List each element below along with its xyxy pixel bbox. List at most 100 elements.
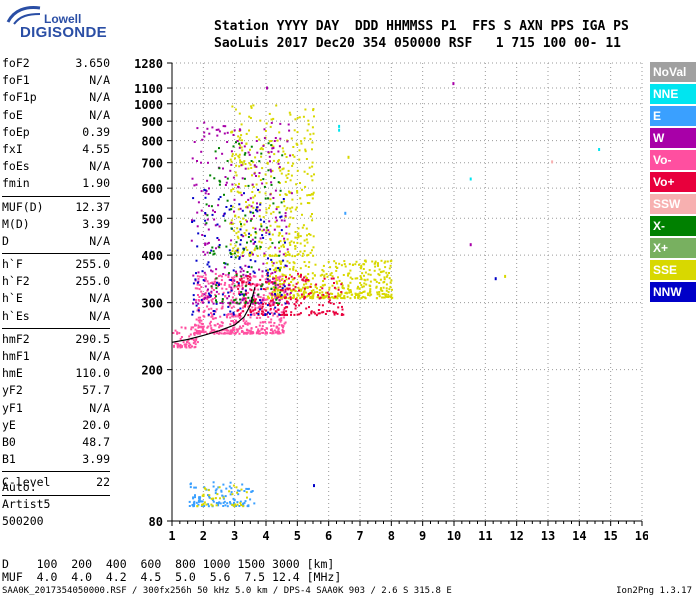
- data-point: [231, 205, 234, 208]
- param-label: D: [2, 233, 9, 248]
- data-point: [311, 249, 313, 252]
- data-point: [202, 314, 205, 317]
- data-point: [361, 272, 364, 275]
- data-point: [238, 257, 241, 260]
- data-point: [244, 219, 247, 222]
- data-point: [231, 493, 234, 496]
- param-label: fxI: [2, 141, 23, 156]
- data-point: [250, 218, 253, 220]
- data-point: [239, 315, 242, 318]
- data-point: [362, 268, 365, 270]
- data-point: [278, 266, 281, 269]
- data-point: [249, 313, 252, 316]
- data-point: [236, 491, 239, 494]
- data-point: [273, 177, 276, 179]
- param-row-h-f2: h`F2 255.0: [2, 274, 110, 291]
- param-value: N/A: [89, 291, 110, 306]
- data-point: [340, 264, 343, 267]
- data-point: [299, 267, 302, 270]
- data-point: [390, 296, 392, 298]
- data-point: [292, 265, 295, 268]
- data-point: [281, 277, 284, 280]
- data-point: [249, 251, 252, 254]
- data-point: [230, 253, 233, 256]
- data-point: [264, 314, 267, 316]
- data-point: [261, 328, 264, 330]
- data-point: [200, 326, 203, 329]
- data-point: [233, 332, 236, 335]
- data-point: [311, 141, 314, 144]
- data-point: [238, 302, 241, 305]
- data-point: [207, 301, 210, 304]
- x-tick-label: 10: [447, 529, 461, 543]
- data-point: [366, 278, 369, 281]
- data-point: [253, 164, 256, 167]
- data-point: [310, 311, 313, 314]
- data-point: [270, 318, 273, 321]
- data-point: [324, 296, 327, 299]
- data-point: [337, 294, 340, 297]
- data-point: [268, 282, 270, 285]
- data-point: [338, 262, 341, 265]
- data-point: [224, 281, 227, 284]
- data-point: [232, 484, 235, 487]
- param-row-foep: foEp 0.39: [2, 125, 110, 142]
- data-point: [227, 313, 230, 316]
- data-point: [192, 282, 195, 285]
- data-point: [293, 277, 296, 280]
- data-point: [551, 160, 554, 164]
- data-point: [336, 297, 339, 300]
- data-point: [311, 165, 314, 168]
- data-point: [378, 293, 381, 296]
- data-point: [207, 193, 210, 195]
- data-point: [385, 271, 388, 274]
- data-point: [356, 277, 359, 280]
- data-point: [248, 115, 251, 118]
- data-point: [219, 302, 222, 304]
- data-point: [273, 308, 275, 311]
- data-point: [294, 285, 297, 288]
- data-point: [286, 293, 289, 296]
- param-value: N/A: [89, 308, 110, 323]
- data-point: [342, 313, 345, 316]
- data-point: [190, 482, 192, 485]
- data-point: [244, 289, 247, 292]
- data-point: [248, 232, 251, 235]
- data-point: [280, 293, 283, 296]
- data-point: [262, 178, 265, 181]
- data-point: [281, 329, 284, 331]
- data-point: [284, 306, 287, 309]
- data-point: [209, 331, 212, 334]
- data-point: [222, 291, 225, 294]
- data-point: [223, 132, 226, 135]
- data-point: [364, 271, 367, 274]
- data-point: [469, 177, 472, 181]
- data-point: [388, 288, 391, 291]
- data-point: [377, 262, 379, 265]
- data-point: [261, 321, 264, 324]
- data-point: [232, 134, 235, 136]
- data-point: [231, 105, 234, 108]
- data-point: [201, 292, 204, 295]
- data-point: [312, 235, 315, 238]
- data-point: [327, 300, 330, 303]
- data-point: [208, 204, 210, 207]
- data-point: [313, 291, 316, 294]
- data-point: [210, 299, 213, 302]
- data-point: [282, 150, 285, 153]
- data-point: [265, 309, 268, 312]
- data-point: [250, 330, 253, 333]
- data-point: [295, 269, 297, 272]
- data-point: [232, 269, 235, 272]
- data-point: [261, 148, 264, 151]
- data-point: [197, 280, 200, 283]
- data-point: [193, 504, 195, 507]
- data-point: [333, 297, 336, 300]
- data-point: [258, 302, 261, 305]
- x-tick-label: 16: [635, 529, 648, 543]
- data-point: [349, 276, 352, 279]
- data-point: [248, 275, 251, 278]
- x-tick-label: 1: [168, 529, 175, 543]
- data-point: [242, 281, 245, 284]
- data-point: [245, 206, 247, 209]
